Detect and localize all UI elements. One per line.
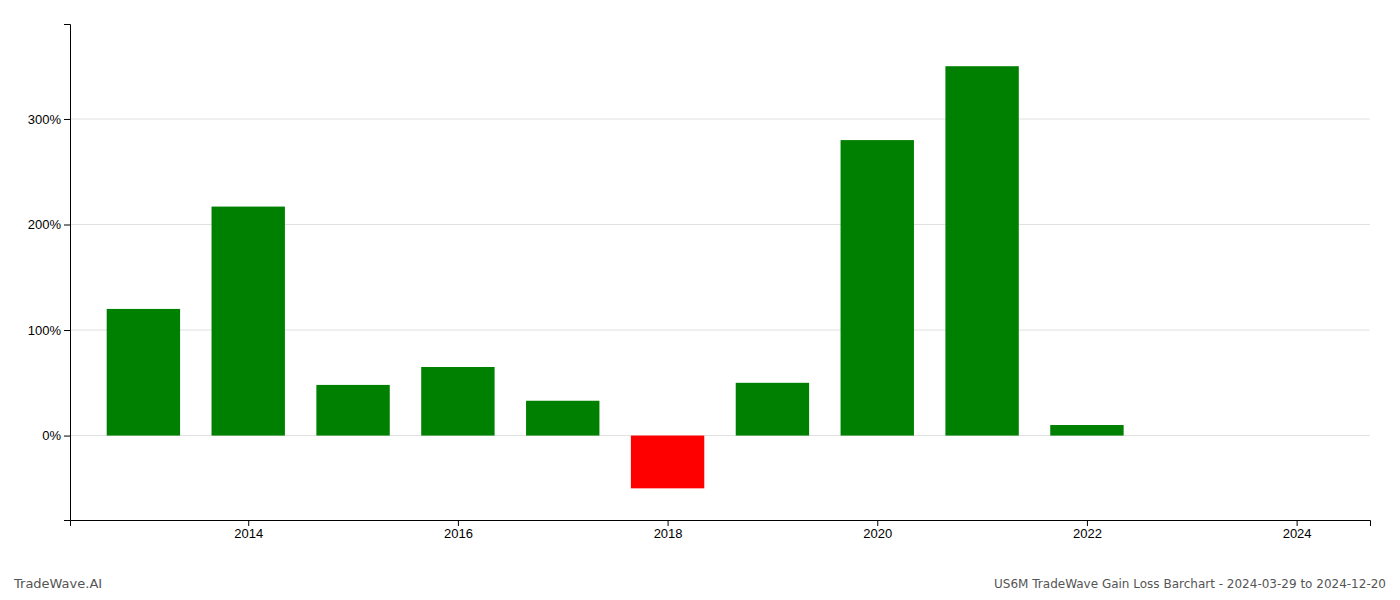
bar bbox=[1155, 435, 1228, 436]
bar bbox=[421, 367, 494, 436]
y-axis-line bbox=[64, 25, 71, 521]
grid bbox=[70, 119, 1370, 436]
x-tick: 2018 bbox=[654, 520, 683, 541]
y-tick: 300% bbox=[28, 112, 70, 127]
x-tick-label: 2024 bbox=[1283, 526, 1312, 541]
bar bbox=[1050, 425, 1123, 436]
bar bbox=[107, 309, 180, 436]
bar bbox=[736, 383, 809, 436]
x-tick-label: 2022 bbox=[1073, 526, 1102, 541]
y-tick-label: 200% bbox=[28, 217, 62, 232]
y-tick-label: 0% bbox=[42, 428, 61, 443]
chart: 0% 100% 200% 300% 2014 2016 2018 2020 2022 2024 Tr… bbox=[0, 0, 1400, 600]
x-axis: 2014 2016 2018 2020 2022 2024 bbox=[71, 520, 1371, 541]
x-tick-mark bbox=[877, 520, 878, 526]
y-tick-mark bbox=[64, 225, 70, 226]
x-tick: 2014 bbox=[234, 520, 263, 541]
bar bbox=[316, 385, 389, 436]
y-tick: 100% bbox=[28, 323, 70, 338]
x-tick-label: 2020 bbox=[863, 526, 892, 541]
y-axis: 0% 100% 200% 300% bbox=[28, 25, 71, 521]
bar bbox=[841, 140, 914, 435]
bar bbox=[526, 401, 599, 436]
y-tick: 200% bbox=[28, 217, 70, 232]
title: US6M TradeWave Gain Loss Barchart - 2024… bbox=[994, 577, 1386, 591]
x-axis-line bbox=[71, 521, 1371, 527]
bar bbox=[945, 66, 1018, 435]
plot: 0% 100% 200% 300% 2014 2016 2018 2020 2022 2024 bbox=[28, 25, 1371, 542]
y-tick-mark bbox=[64, 436, 70, 437]
bar bbox=[212, 207, 285, 436]
x-tick-label: 2014 bbox=[234, 526, 263, 541]
x-tick-label: 2016 bbox=[444, 526, 473, 541]
x-tick-mark bbox=[668, 520, 669, 526]
x-tick-mark bbox=[458, 520, 459, 526]
x-tick-label: 2018 bbox=[654, 526, 683, 541]
bars bbox=[107, 66, 1124, 488]
y-tick-label: 300% bbox=[28, 112, 62, 127]
y-tick-label: 100% bbox=[28, 323, 62, 338]
grid-line bbox=[70, 118, 1370, 119]
x-tick-mark bbox=[1087, 520, 1088, 526]
y-tick-mark bbox=[64, 119, 70, 120]
x-tick: 2022 bbox=[1073, 520, 1102, 541]
x-tick: 2016 bbox=[444, 520, 473, 541]
y-tick-mark bbox=[64, 330, 70, 331]
x-tick-mark bbox=[248, 520, 249, 526]
x-tick-mark bbox=[1297, 520, 1298, 526]
y-tick: 0% bbox=[42, 428, 70, 443]
annotation: TradeWave.AI bbox=[13, 576, 102, 591]
x-tick: 2020 bbox=[863, 520, 892, 541]
bar bbox=[631, 436, 704, 489]
x-tick: 2024 bbox=[1283, 520, 1312, 541]
